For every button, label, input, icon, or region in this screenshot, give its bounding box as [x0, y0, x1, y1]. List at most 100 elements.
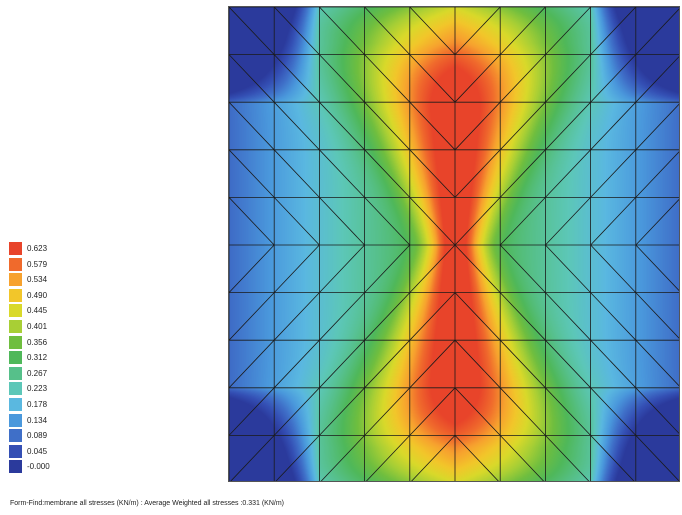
mesh-line-diagonal	[273, 54, 320, 103]
legend-swatch	[9, 398, 22, 411]
mesh-line-diagonal	[545, 197, 591, 246]
mesh-line-diagonal	[319, 101, 365, 151]
mesh-line-diagonal	[454, 54, 501, 103]
mesh-line-diagonal	[319, 339, 365, 389]
legend-label: 0.623	[27, 244, 48, 253]
legend-label: 0.045	[27, 446, 48, 456]
mesh-line-diagonal	[273, 149, 320, 198]
legend-swatch	[9, 273, 22, 287]
legend-item: 0.045	[9, 444, 89, 458]
mesh-line-diagonal	[590, 435, 635, 481]
mesh-line-diagonal	[273, 7, 320, 55]
mesh-line-diagonal	[319, 387, 365, 436]
mesh-line-diagonal	[635, 339, 679, 387]
mesh-line-diagonal	[499, 387, 546, 436]
mesh-line-diagonal	[590, 7, 637, 55]
mesh-line-diagonal	[590, 197, 637, 246]
stress-plot	[228, 6, 680, 482]
mesh-line-diagonal	[409, 101, 456, 151]
mesh-line-diagonal	[229, 54, 275, 103]
legend-swatch	[9, 288, 22, 302]
mesh-line-diagonal	[273, 387, 320, 436]
mesh-line-diagonal	[545, 244, 591, 293]
mesh-line-diagonal	[545, 387, 591, 436]
mesh-line-diagonal	[273, 292, 320, 341]
legend-swatch	[9, 335, 22, 349]
mesh-line-diagonal	[229, 339, 275, 389]
mesh-line-diagonal	[590, 387, 637, 436]
mesh-line-diagonal	[364, 244, 411, 293]
mesh-line-diagonal	[635, 387, 679, 434]
mesh-line-diagonal	[229, 149, 275, 198]
mesh-line-diagonal	[635, 56, 679, 103]
mesh-line-diagonal	[320, 435, 365, 481]
mesh-line-diagonal	[364, 339, 411, 389]
membrane-mesh	[229, 7, 679, 481]
plot-caption: Form-Find:membrane all stresses (KN/m) :…	[10, 500, 284, 507]
legend-item: 0.490	[9, 288, 89, 302]
mesh-line-diagonal	[499, 197, 546, 246]
mesh-line-diagonal	[364, 387, 411, 436]
mesh-line-diagonal	[273, 101, 320, 151]
legend-swatch	[9, 444, 22, 458]
mesh-line-diagonal	[454, 435, 499, 481]
legend-swatch	[9, 413, 22, 427]
mesh-line-diagonal	[499, 435, 545, 481]
mesh-line-diagonal	[319, 292, 365, 341]
legend-label: -0.000	[27, 462, 50, 472]
mesh-line-diagonal	[409, 197, 456, 246]
mesh-line-diagonal	[319, 149, 365, 198]
mesh-line-diagonal	[319, 197, 365, 246]
mesh-line-diagonal	[499, 54, 546, 103]
mesh-line-diagonal	[590, 101, 637, 151]
mesh-line-diagonal	[409, 244, 456, 293]
legend-swatch	[9, 304, 22, 318]
mesh-line-diagonal	[454, 387, 501, 436]
mesh-line-diagonal	[229, 197, 275, 246]
mesh-line-diagonal	[545, 7, 591, 55]
mesh-line-diagonal	[364, 149, 411, 198]
mesh-line-diagonal	[229, 244, 275, 293]
legend-swatch	[9, 351, 22, 365]
mesh-line-diagonal	[499, 101, 546, 151]
mesh-line-diagonal	[545, 292, 591, 341]
legend-item: 0.356	[9, 335, 89, 349]
mesh-line-diagonal	[454, 197, 501, 246]
mesh-line-diagonal	[409, 387, 456, 436]
legend-item: 0.401	[9, 320, 89, 333]
mesh-line-diagonal	[635, 8, 679, 55]
mesh-line-diagonal	[409, 149, 456, 198]
mesh-line-diagonal	[273, 197, 320, 246]
mesh-line-diagonal	[545, 101, 591, 151]
legend-label: 0.401	[27, 322, 48, 331]
mesh-line-diagonal	[319, 7, 365, 55]
legend-label: 0.267	[27, 368, 48, 378]
mesh-line-diagonal	[635, 103, 679, 151]
mesh-line-diagonal	[545, 339, 591, 389]
mesh-line-diagonal	[409, 339, 456, 389]
mesh-line-diagonal	[590, 339, 637, 389]
mesh-line-diagonal	[454, 101, 501, 151]
mesh-line-diagonal	[273, 339, 320, 389]
mesh-line-diagonal	[499, 149, 546, 198]
legend-label: 0.579	[27, 259, 48, 269]
legend-swatch	[9, 242, 22, 255]
legend-item: 0.579	[9, 257, 89, 271]
mesh-line-diagonal	[229, 101, 275, 151]
mesh-line-diagonal	[319, 54, 365, 103]
mesh-line-diagonal	[590, 54, 637, 103]
legend-label: 0.312	[27, 353, 48, 363]
legend-item: 0.134	[9, 413, 89, 427]
mesh-line-diagonal	[273, 244, 320, 293]
mesh-line-diagonal	[229, 292, 275, 341]
legend-label: 0.134	[27, 415, 48, 425]
legend-label: 0.490	[27, 290, 48, 300]
mesh-line-diagonal	[454, 292, 501, 341]
legend-label: 0.445	[27, 306, 48, 316]
legend-label: 0.534	[27, 275, 48, 285]
mesh-line-diagonal	[364, 54, 411, 103]
mesh-line-diagonal	[319, 244, 365, 293]
mesh-line-diagonal	[364, 292, 411, 341]
mesh-line-diagonal	[364, 7, 411, 55]
legend-swatch	[9, 460, 22, 474]
